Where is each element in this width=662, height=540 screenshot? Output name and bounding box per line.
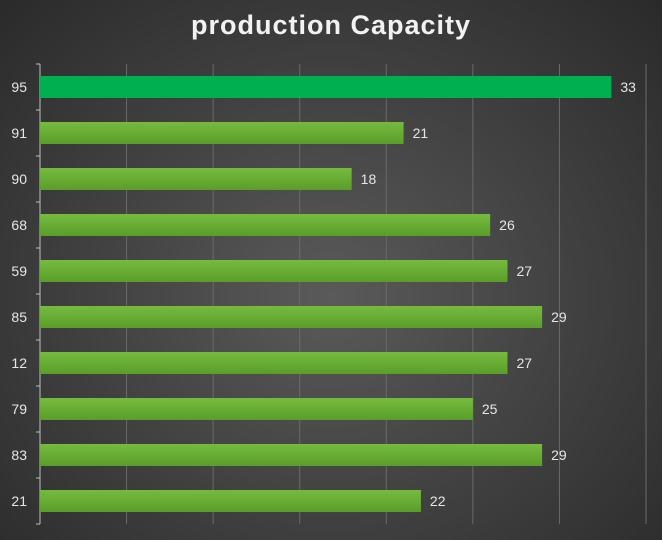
data-label: 21 [413,125,429,141]
category-label: 21 [11,493,27,509]
data-labels: 33 21 18 26 27 29 27 25 29 22 [361,79,637,509]
bar-59 [40,260,508,282]
bar-79 [40,398,473,420]
category-label: 95 [11,79,27,95]
data-label: 29 [551,309,567,325]
bar-12 [40,352,508,374]
bar-68 [40,214,491,236]
category-label: 83 [11,447,27,463]
category-label: 68 [11,217,27,233]
category-label: 59 [11,263,27,279]
chart-title: production Capacity [190,10,472,40]
bar-83 [40,444,543,466]
category-label: 91 [11,125,27,141]
data-label: 29 [551,447,567,463]
data-label: 25 [482,401,498,417]
category-label: 12 [11,355,27,371]
data-label: 27 [516,355,532,371]
category-label: 90 [11,171,27,187]
bars [40,76,612,512]
data-label: 26 [499,217,515,233]
bar-90 [40,168,352,190]
category-label: 85 [11,309,27,325]
bar-91 [40,122,404,144]
data-label: 22 [430,493,446,509]
data-label: 33 [620,79,636,95]
category-axis: 95 91 90 68 59 85 12 79 83 21 [11,63,41,525]
bar-85 [40,306,543,328]
category-label: 79 [11,401,27,417]
data-label: 27 [516,263,532,279]
bar-95 [40,76,612,98]
bar-21 [40,490,421,512]
data-label: 18 [361,171,377,187]
